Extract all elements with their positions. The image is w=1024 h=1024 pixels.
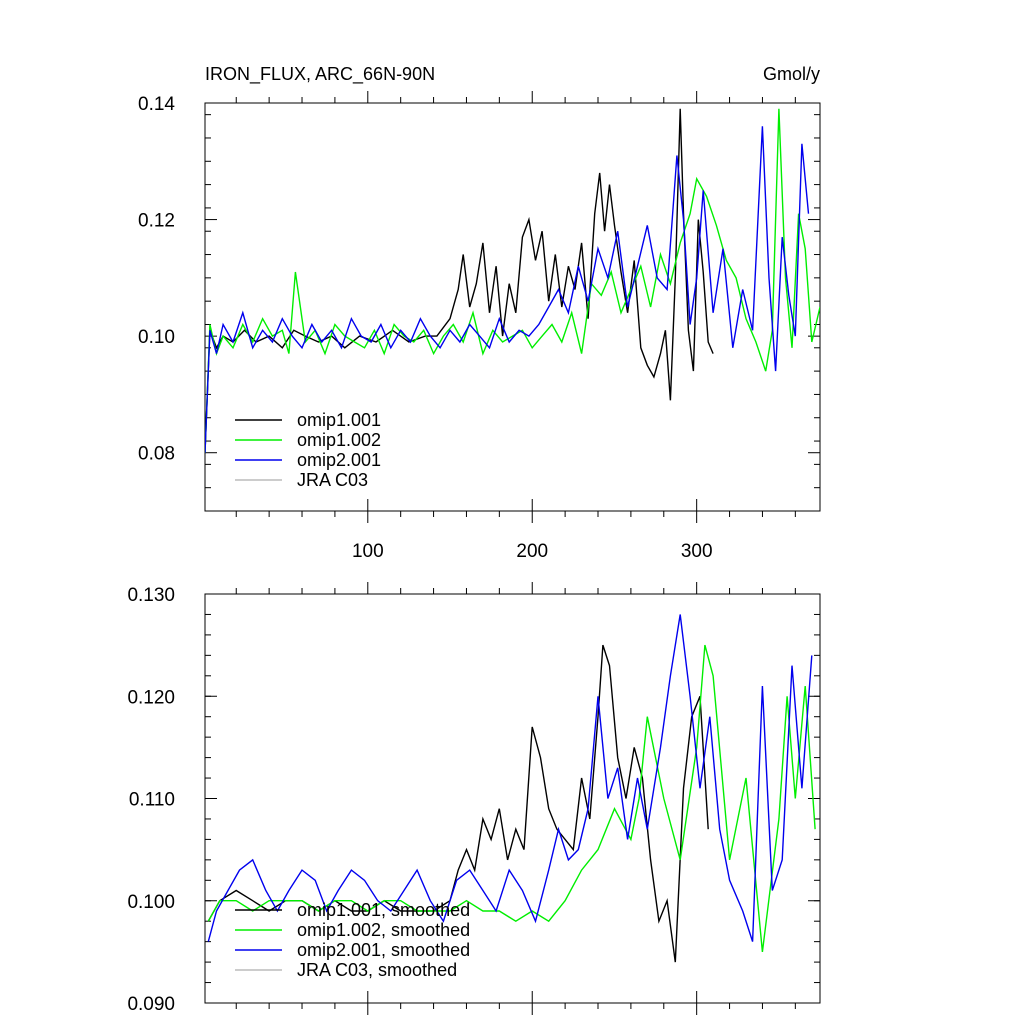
series-line-omip1-001 (205, 108, 714, 453)
series-line-omip1-002-smoothed (207, 644, 816, 952)
top-panel: 0.08 0.10 0.12 0.14 100 200 300 IRON_FLUX, ARC_… (138, 64, 821, 562)
units-label: Gmol/y (763, 64, 820, 84)
chart-title: IRON_FLUX, ARC_66N-90N (205, 64, 435, 85)
x-tick-label: 200 (516, 541, 548, 562)
bottom-panel: 0.090 0.100 0.110 0.120 0.130 omip1.001, smoo… (127, 582, 821, 1015)
legend-label: omip1.002, smoothed (297, 920, 470, 940)
series-line-omip1-002 (205, 108, 820, 453)
y-tick-label: 0.12 (138, 211, 175, 232)
y-tick-label: 0.120 (127, 687, 175, 708)
y-tick-label: 0.130 (127, 585, 175, 606)
legend-label: omip2.001, smoothed (297, 940, 470, 960)
x-tick-label: 100 (352, 541, 384, 562)
legend-label: omip2.001 (297, 450, 381, 470)
series-line-omip2-001-smoothed (207, 614, 813, 942)
y-tick-label: 0.100 (127, 892, 175, 913)
legend-label: omip1.001 (297, 410, 381, 430)
legend-label: omip1.001, smoothed (297, 900, 470, 920)
legend-label: JRA C03 (297, 470, 368, 490)
legend-label: JRA C03, smoothed (297, 960, 457, 980)
y-tick-label: 0.090 (127, 994, 175, 1015)
y-tick-label: 0.08 (138, 444, 175, 465)
y-tick-label: 0.110 (129, 790, 175, 811)
y-tick-label: 0.10 (138, 327, 175, 348)
y-tick-label: 0.14 (138, 94, 175, 115)
legend-label: omip1.002 (297, 430, 381, 450)
x-tick-label: 300 (681, 541, 713, 562)
series-line-omip2-001 (205, 126, 810, 453)
